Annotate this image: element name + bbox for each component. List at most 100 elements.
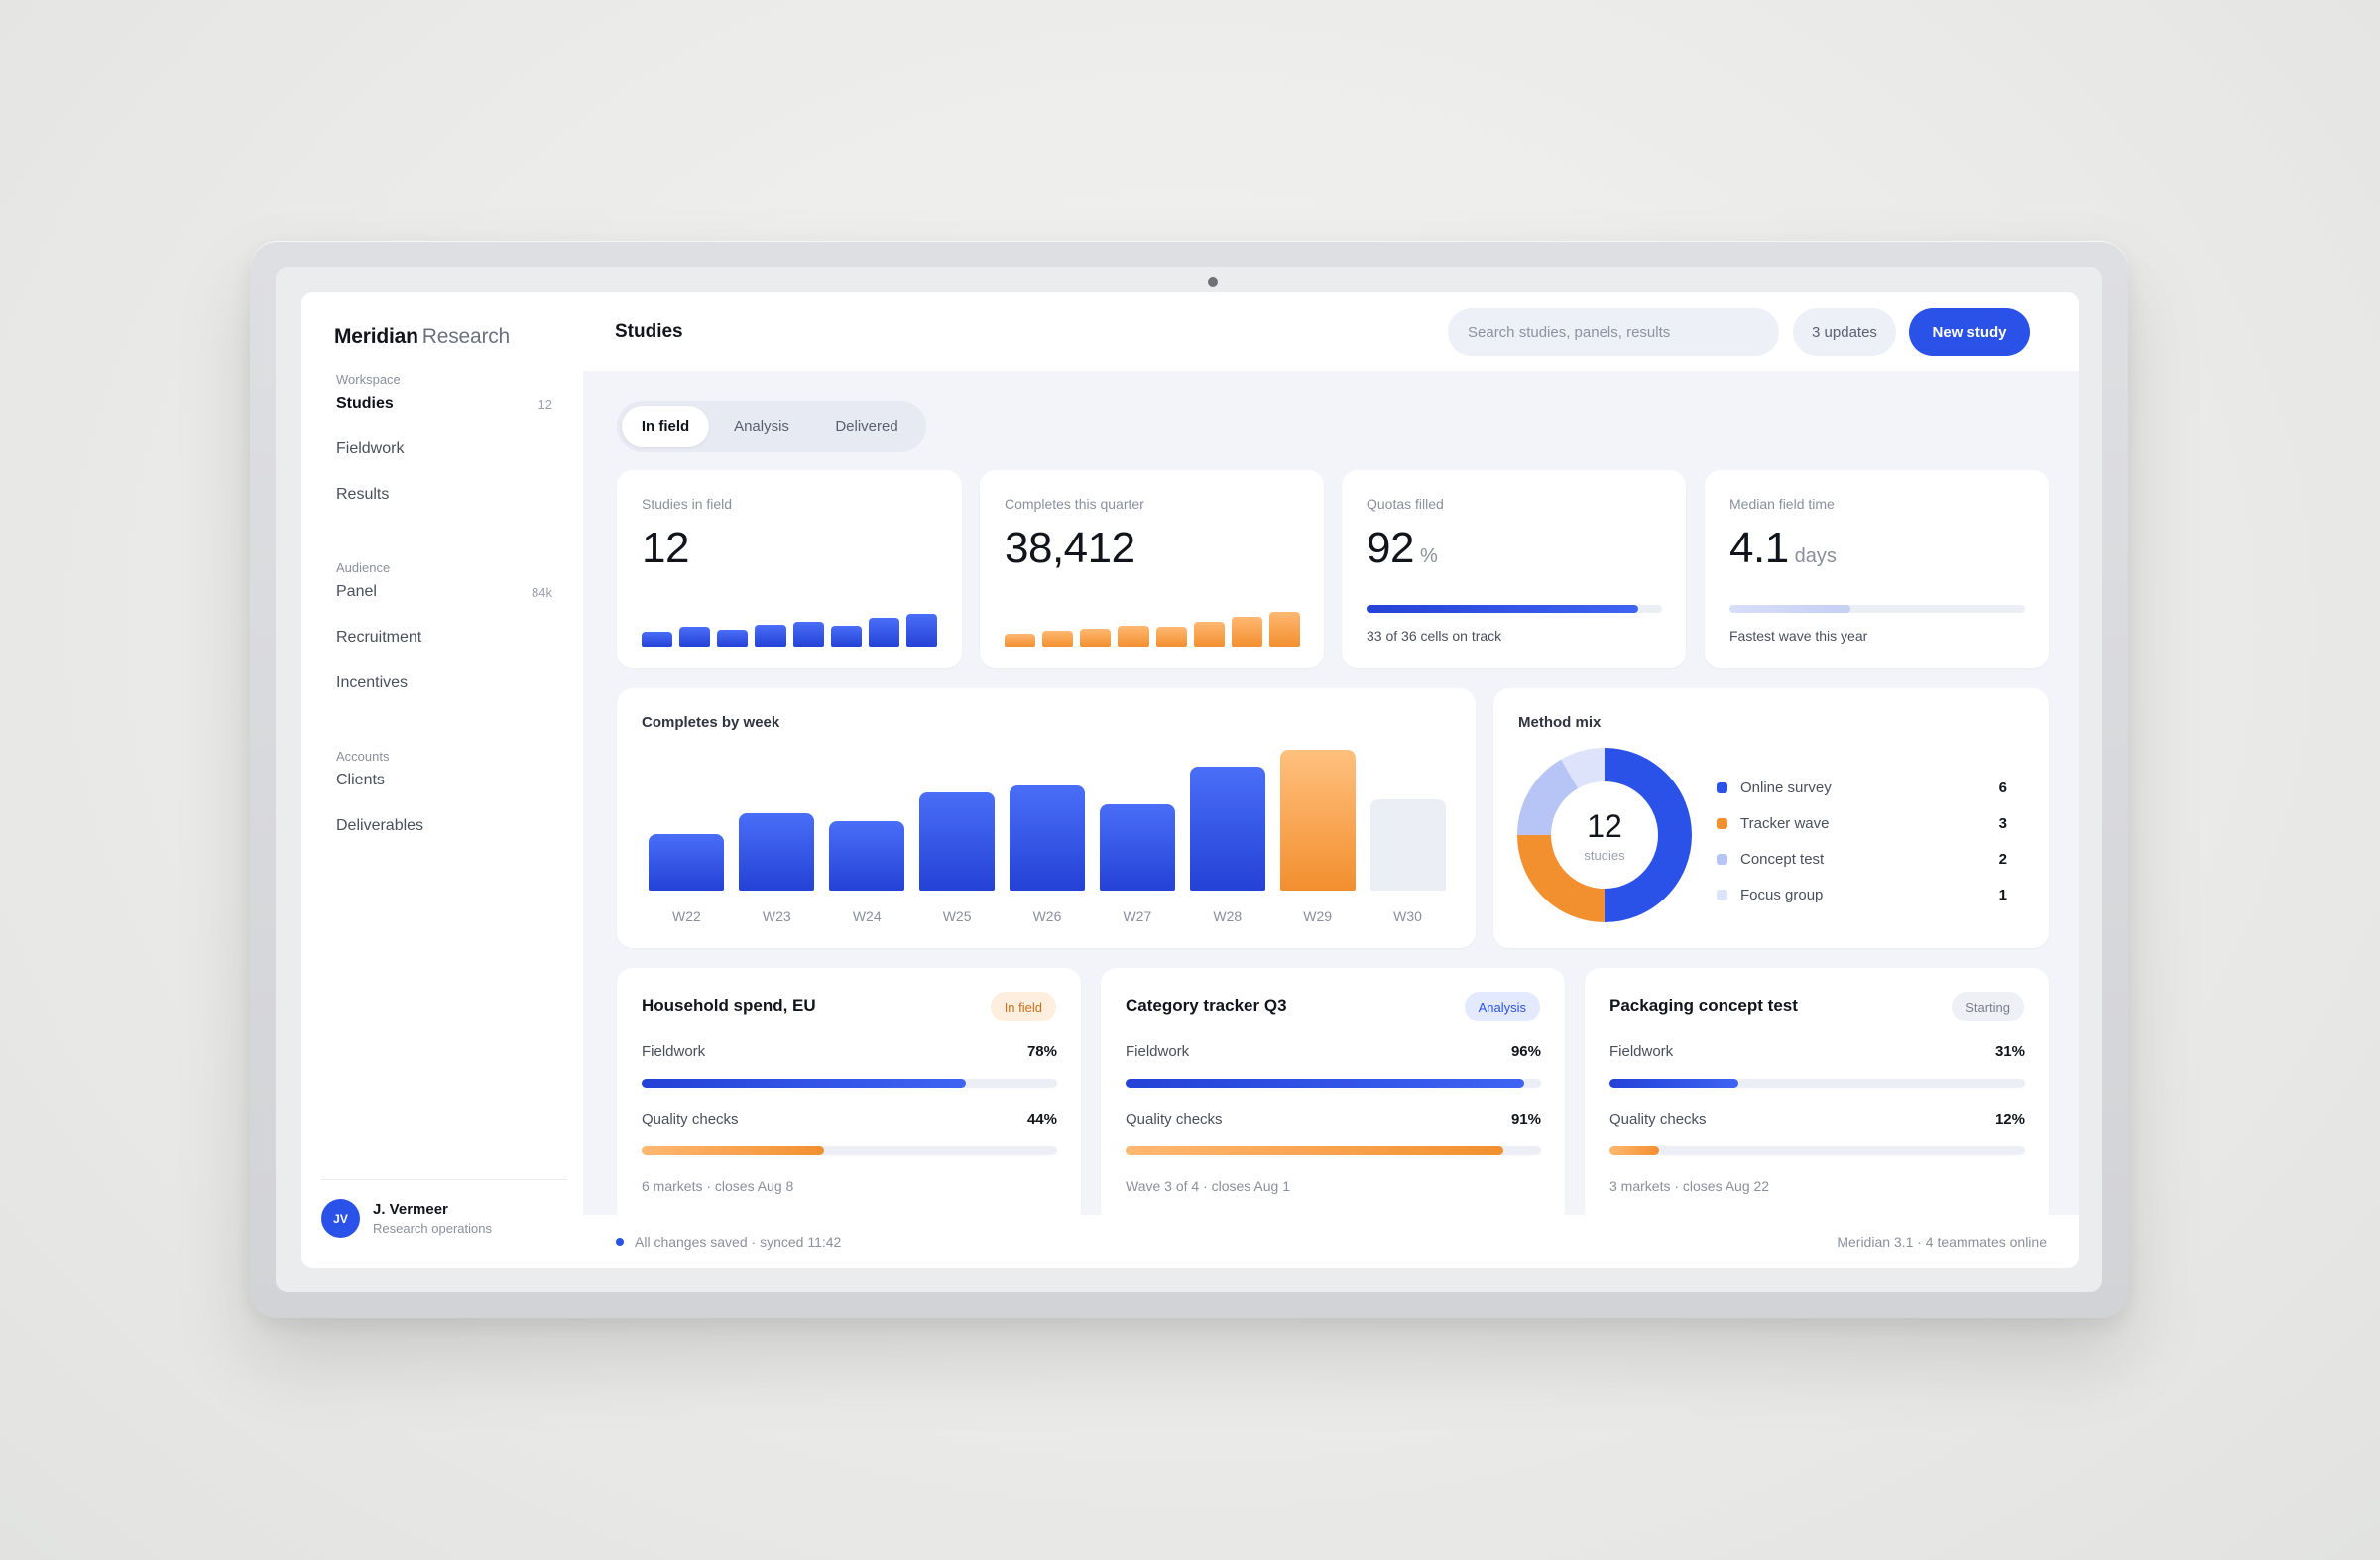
study-meta: 6 markets · closes Aug 8 xyxy=(642,1178,794,1194)
week-label: W23 xyxy=(762,908,791,924)
weekly-bar-w24[interactable] xyxy=(829,821,905,891)
sidebar-item-deliverables[interactable]: Deliverables xyxy=(336,811,552,841)
week-label: W26 xyxy=(1032,908,1062,924)
donut-total: 12 xyxy=(1587,807,1622,844)
main-content: In field Analysis Delivered Studies in f… xyxy=(583,371,2079,1226)
fieldwork-progress-track xyxy=(642,1079,1057,1088)
kpi-number: 4.1 xyxy=(1729,524,1789,572)
legend-value: 3 xyxy=(1998,814,2007,832)
legend-label: Online survey xyxy=(1740,779,1832,796)
status-tabs: In field Analysis Delivered xyxy=(617,401,926,452)
metric-value: 44% xyxy=(1026,1111,1057,1128)
sparkline-bar xyxy=(1118,625,1149,647)
kpi-card-completes[interactable]: Completes this quarter 38,412 xyxy=(980,470,1324,668)
fieldwork-row: Fieldwork 78% xyxy=(642,1043,1057,1060)
sidebar-item-label: Recruitment xyxy=(336,629,422,646)
quality-row: Quality checks 12% xyxy=(1609,1111,2025,1128)
sidebar-item-fieldwork[interactable]: Fieldwork xyxy=(336,434,552,464)
weekly-bar-w27[interactable] xyxy=(1099,804,1175,891)
donut-slice-focus-group[interactable] xyxy=(1517,748,1692,922)
sparkline xyxy=(642,595,937,647)
weekly-bar-w30[interactable] xyxy=(1369,798,1446,891)
status-bar: All changes saved · synced 11:42 Meridia… xyxy=(583,1215,2079,1268)
metric-value: 31% xyxy=(1994,1043,2025,1060)
sidebar-item-label: Studies xyxy=(336,395,394,412)
legend-label: Concept test xyxy=(1740,850,1825,868)
sidebar-item-label: Fieldwork xyxy=(336,440,405,457)
updates-button[interactable]: 3 updates xyxy=(1793,308,1896,356)
quality-row: Quality checks 91% xyxy=(1126,1111,1541,1128)
sparkline-bar xyxy=(1005,634,1036,647)
metric-value: 96% xyxy=(1510,1043,1541,1060)
donut-slice-tracker-wave[interactable] xyxy=(1517,748,1692,922)
sparkline-bar xyxy=(1231,616,1262,647)
sidebar-item-recruitment[interactable]: Recruitment xyxy=(336,623,552,653)
status-badge: Analysis xyxy=(1464,992,1540,1021)
kpi-card-quotas-filled[interactable]: Quotas filled 92% 33 of 36 cells on trac… xyxy=(1342,470,1686,668)
sparkline-bar xyxy=(792,622,824,647)
sparkline-bar xyxy=(642,632,673,647)
fieldwork-row: Fieldwork 31% xyxy=(1609,1043,2025,1060)
sidebar-item-label: Incentives xyxy=(336,674,409,691)
weekly-bar-w25[interactable] xyxy=(919,791,996,891)
kpi-card-median-field-time[interactable]: Median field time 4.1 days Fastest wave t… xyxy=(1705,470,2049,668)
sync-status-text: All changes saved · synced 11:42 xyxy=(635,1234,842,1250)
avatar: JV xyxy=(321,1199,360,1238)
user-profile[interactable]: JV J. Vermeer Research operations xyxy=(321,1199,492,1238)
sparkline-bar xyxy=(830,625,862,647)
weekly-bar-w23[interactable] xyxy=(739,812,815,891)
legend-item-tracker-wave[interactable]: Tracker wave 3 xyxy=(1717,805,2007,841)
metric-label: Fieldwork xyxy=(1609,1043,1674,1060)
weekly-bar-w29[interactable] xyxy=(1279,750,1356,891)
metric-label: Quality checks xyxy=(1126,1111,1223,1128)
method-mix-card: Method mix 12 studies Online survey 6 Tr… xyxy=(1493,688,2049,948)
sidebar-item-results[interactable]: Results xyxy=(336,480,552,510)
search-input[interactable] xyxy=(1448,308,1779,356)
week-label: W22 xyxy=(672,908,701,924)
user-role: Research operations xyxy=(373,1221,492,1236)
sparkline-bar xyxy=(905,614,937,647)
donut-svg xyxy=(1517,748,1692,922)
study-card-household-spend[interactable]: Household spend, EU In field Fieldwork 7… xyxy=(617,968,1081,1226)
legend-item-online-survey[interactable]: Online survey 6 xyxy=(1717,770,2007,805)
weekly-bar-w26[interactable] xyxy=(1010,784,1085,891)
legend-item-focus-group[interactable]: Focus group 1 xyxy=(1717,877,2007,912)
weekly-bar-w22[interactable] xyxy=(649,834,725,891)
tab-delivered[interactable]: Delivered xyxy=(835,418,898,435)
weekly-bar-chart xyxy=(642,750,1453,891)
page-title: Studies xyxy=(615,321,683,342)
sparkline-bar xyxy=(1268,612,1300,647)
new-study-button[interactable]: New study xyxy=(1909,308,2030,356)
status-badge: In field xyxy=(990,992,1056,1021)
sidebar-item-label: Results xyxy=(336,486,390,503)
metric-label: Fieldwork xyxy=(642,1043,706,1060)
fieldwork-progress-track xyxy=(1609,1079,2025,1088)
study-card-category-tracker[interactable]: Category tracker Q3 Analysis Fieldwork 9… xyxy=(1101,968,1565,1226)
sidebar-item-studies[interactable]: Studies 12 xyxy=(336,389,552,419)
study-meta: Wave 3 of 4 · closes Aug 1 xyxy=(1126,1178,1291,1194)
tab-in-field[interactable]: In field xyxy=(622,406,709,447)
sparkline-bar xyxy=(717,629,749,647)
brand-suffix: Research xyxy=(421,325,511,348)
brand-logo[interactable]: Meridian Research xyxy=(334,325,510,349)
camera-dot xyxy=(1208,277,1218,287)
quality-progress-fill xyxy=(1126,1146,1504,1155)
brand-name: Meridian xyxy=(334,325,418,348)
weekly-bar-w28[interactable] xyxy=(1189,767,1265,891)
sidebar-item-panel[interactable]: Panel 84k xyxy=(336,577,552,607)
kpi-label: Completes this quarter xyxy=(1005,496,1144,512)
sidebar-item-clients[interactable]: Clients xyxy=(336,766,552,795)
sidebar-item-label: Panel xyxy=(336,583,377,600)
study-meta: 3 markets · closes Aug 22 xyxy=(1609,1178,1770,1194)
legend-item-concept-test[interactable]: Concept test 2 xyxy=(1717,841,2007,877)
kpi-number: 92 xyxy=(1367,524,1414,572)
study-card-packaging-concept[interactable]: Packaging concept test Starting Fieldwor… xyxy=(1585,968,2049,1226)
fieldwork-progress-fill xyxy=(642,1079,966,1088)
kpi-card-studies-in-field[interactable]: Studies in field 12 xyxy=(617,470,962,668)
tab-analysis[interactable]: Analysis xyxy=(734,418,789,435)
user-name: J. Vermeer xyxy=(373,1201,448,1218)
week-label: W29 xyxy=(1303,908,1333,924)
sidebar-item-incentives[interactable]: Incentives xyxy=(336,668,552,698)
sidebar: Meridian Research Workspace Studies 12 Fi… xyxy=(301,292,583,1268)
metric-value: 12% xyxy=(1994,1111,2025,1128)
